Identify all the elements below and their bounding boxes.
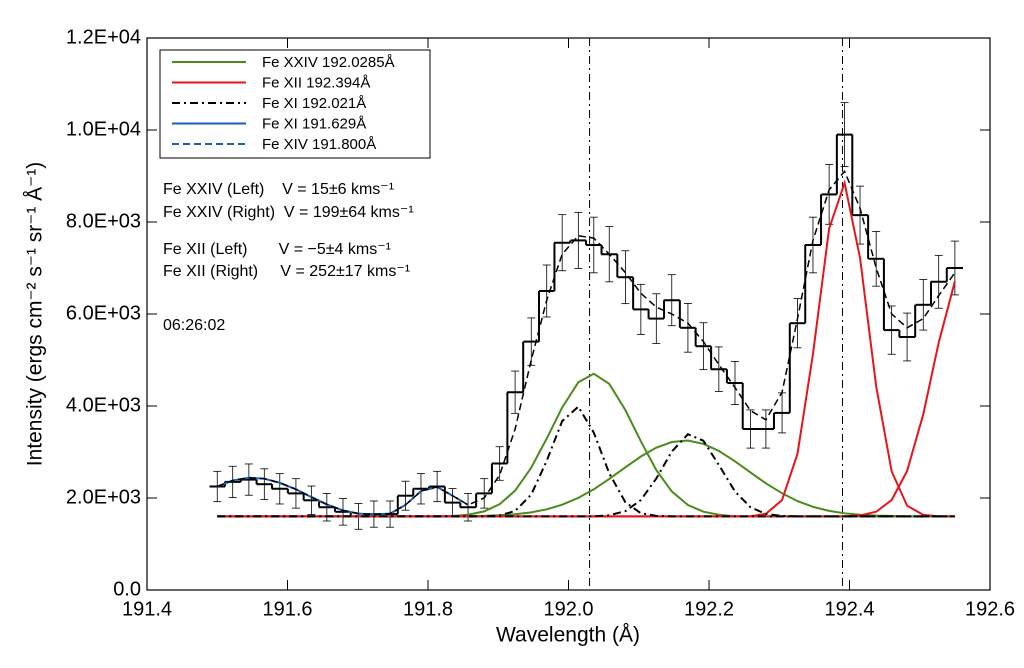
legend-label: Fe XI 192.021Å [262,95,366,112]
x-tick-label: 192.4 [824,598,874,620]
x-tick-label: 191.8 [403,598,453,620]
annotation: 06:26:02 [163,317,225,334]
x-tick-label: 191.4 [122,598,172,620]
y-tick-label: 6.0E+03 [66,302,141,324]
fit-component [217,281,956,518]
fit-component [217,433,955,518]
y-tick-label: 1.0E+04 [66,118,141,140]
x-tick-label: 192.0 [543,598,593,620]
x-tick-label: 192.2 [684,598,734,620]
fit-component [217,405,955,518]
annotation: Fe XXIV (Right) V = 199±64 kms⁻¹ [163,204,414,221]
x-axis-label: Wavelength (Å) [496,624,640,647]
annotation: Fe XII (Left) V = −5±4 kms⁻¹ [163,241,391,258]
y-tick-label: 0.0 [113,578,141,600]
y-tick-label: 2.0E+03 [66,486,141,508]
x-tick-label: 192.6 [965,598,1015,620]
total-fit [216,169,956,516]
y-tick-label: 4.0E+03 [66,394,141,416]
y-tick-label: 8.0E+03 [66,210,141,232]
legend-label: Fe XIV 191.800Å [262,136,376,153]
fit-component [217,179,955,518]
x-tick-label: 191.6 [262,598,312,620]
y-tick-label: 1.2E+04 [66,26,141,48]
annotation: Fe XII (Right) V = 252±17 kms⁻¹ [163,263,410,280]
y-axis-label: Intensity (ergs cm⁻² s⁻¹ sr⁻¹ Å⁻¹) [24,162,47,467]
legend-label: Fe XXIV 192.0285Å [262,54,395,71]
fit-component [217,372,955,518]
annotation: Fe XXIV (Left) V = 15±6 kms⁻¹ [163,181,394,198]
legend-label: Fe XII 192.394Å [262,74,370,91]
legend-label: Fe XI 191.629Å [262,115,366,132]
fit-component [389,485,469,515]
legend-box [159,49,431,159]
